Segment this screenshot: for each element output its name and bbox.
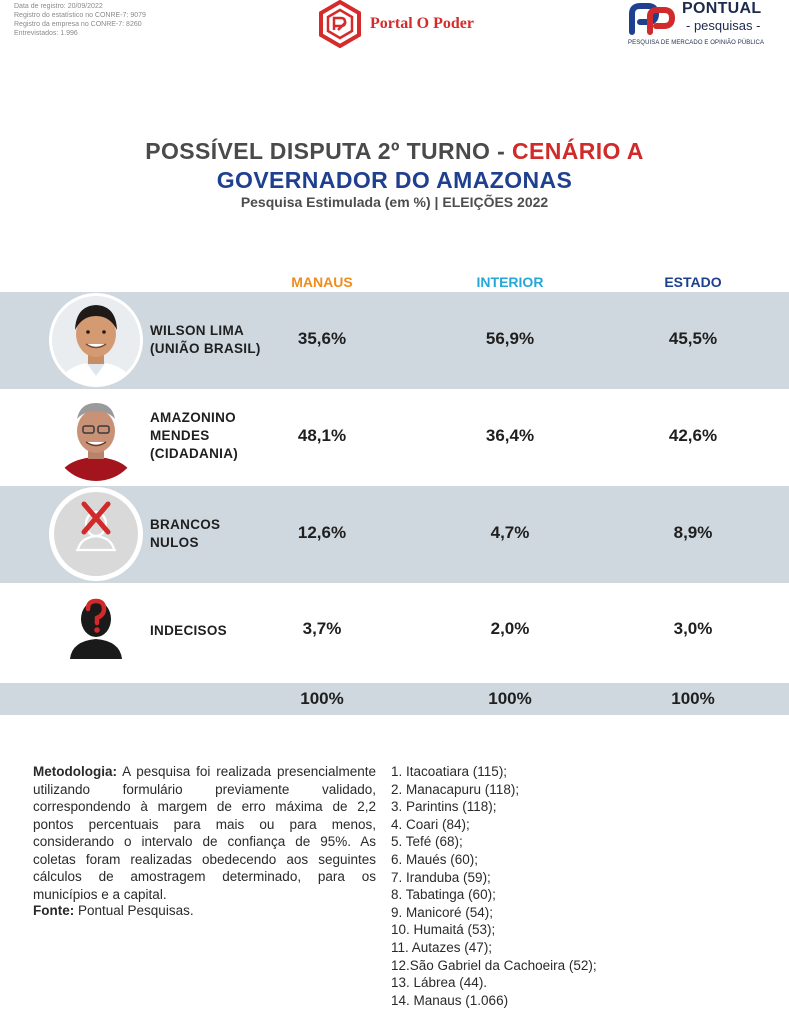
pontual-logo: PONTUAL - pesquisas - PESQUISA DE MERCAD… bbox=[628, 0, 768, 52]
registration-line: Entrevistados: 1.996 bbox=[14, 30, 78, 37]
methodology-text: Metodologia: A pesquisa foi realizada pr… bbox=[33, 763, 376, 903]
list-item: 5. Tefé (68); bbox=[391, 834, 463, 850]
portal-name: Portal O Poder bbox=[370, 15, 474, 32]
candidate-name-line: WILSON LIMA bbox=[150, 323, 245, 338]
page-title: POSSÍVEL DISPUTA 2º TURNO - CENÁRIO A bbox=[0, 138, 789, 165]
list-item: 9. Manicoré (54); bbox=[391, 904, 494, 920]
pontual-mark-icon bbox=[629, 3, 676, 35]
value-estado: 45,5% bbox=[668, 329, 718, 348]
option-name: INDECISOS bbox=[150, 623, 227, 638]
survey-subtitle: Pesquisa Estimulada (em %) | ELEIÇÕES 20… bbox=[240, 194, 549, 210]
list-item: 4. Coari (84); bbox=[391, 816, 470, 832]
totals-row: 100% 100% 100% bbox=[0, 683, 789, 715]
value-interior: 36,4% bbox=[485, 426, 535, 445]
candidate-name: WILSON LIMA (UNIÃO BRASIL) bbox=[150, 322, 261, 358]
table-row: BRANCOS NULOS 12,6% 4,7% 8,9% bbox=[0, 486, 789, 583]
list-item: 2. Manacapuru (118); bbox=[391, 781, 520, 797]
table-row: WILSON LIMA (UNIÃO BRASIL) 35,6% 56,9% 4… bbox=[0, 292, 789, 389]
registration-line: Registro do estatístico no CONRE-7: 9079 bbox=[14, 12, 146, 19]
candidate-party: (UNIÃO BRASIL) bbox=[150, 341, 261, 356]
source-label: Fonte: bbox=[33, 903, 75, 918]
option-name-line: NULOS bbox=[150, 535, 199, 550]
value-manaus: 3,7% bbox=[302, 619, 342, 638]
value-estado: 8,9% bbox=[673, 523, 713, 542]
table-row: INDECISOS 3,7% 2,0% 3,0% bbox=[0, 583, 789, 680]
list-item: 12.São Gabriel da Cachoeira (52); bbox=[391, 957, 597, 973]
title-scenario: CENÁRIO A bbox=[511, 138, 644, 164]
candidate-party: (CIDADANIA) bbox=[150, 446, 239, 461]
pontual-subtitle: - pesquisas - bbox=[686, 18, 761, 33]
title-office: GOVERNADOR DO AMAZONAS bbox=[216, 167, 573, 193]
blank-vote-icon bbox=[49, 487, 143, 581]
candidate-photo bbox=[49, 293, 143, 387]
methodology-body: A pesquisa foi realizada presencialmente… bbox=[33, 764, 376, 902]
candidate-name-line: AMAZONINO bbox=[150, 410, 236, 425]
source-note: Fonte: Pontual Pesquisas. bbox=[33, 903, 194, 918]
column-header-interior: INTERIOR bbox=[476, 274, 544, 290]
list-item: 7. Iranduba (59); bbox=[391, 869, 491, 885]
total-interior: 100% bbox=[488, 689, 532, 708]
portal-hexagon-icon bbox=[319, 0, 361, 48]
total-estado: 100% bbox=[671, 689, 715, 708]
value-estado: 42,6% bbox=[668, 426, 718, 445]
candidate-name-line: MENDES bbox=[150, 428, 210, 443]
candidate-name: AMAZONINO MENDES (CIDADANIA) bbox=[150, 409, 238, 463]
value-interior: 4,7% bbox=[490, 523, 530, 542]
registration-line: Registro da empresa no CONRE-7: 8260 bbox=[14, 21, 142, 28]
list-item: 1. Itacoatiara (115); bbox=[391, 764, 508, 779]
registration-info: Data de registro: 20/09/2022 Registro do… bbox=[14, 2, 146, 38]
portal-o-poder-logo: Portal O Poder bbox=[316, 0, 474, 48]
table-row: AMAZONINO MENDES (CIDADANIA) 48,1% 36,4%… bbox=[0, 389, 789, 486]
option-name: BRANCOS NULOS bbox=[150, 516, 220, 552]
list-item: 10. Humaitá (53); bbox=[391, 922, 496, 938]
column-header-manaus: MANAUS bbox=[291, 274, 353, 290]
list-item: 14. Manaus (1.066) bbox=[391, 992, 509, 1008]
methodology-label: Metodologia: bbox=[33, 764, 117, 779]
list-item: 8. Tabatinga (60); bbox=[391, 887, 496, 903]
value-interior: 2,0% bbox=[490, 619, 530, 638]
pontual-tagline: PESQUISA DE MERCADO E OPINIÃO PÚBLICA bbox=[628, 40, 765, 46]
column-header-estado: ESTADO bbox=[664, 274, 722, 290]
value-estado: 3,0% bbox=[673, 619, 713, 638]
total-manaus: 100% bbox=[300, 689, 344, 708]
value-interior: 56,9% bbox=[485, 329, 535, 348]
value-manaus: 35,6% bbox=[297, 329, 347, 348]
list-item: 13. Lábrea (44). bbox=[391, 975, 488, 991]
value-manaus: 48,1% bbox=[297, 426, 347, 445]
source-text: Pontual Pesquisas. bbox=[74, 903, 194, 918]
option-name-line: BRANCOS bbox=[150, 517, 221, 532]
undecided-icon bbox=[70, 598, 122, 659]
title-prefix: POSSÍVEL DISPUTA 2º TURNO - bbox=[145, 138, 512, 164]
list-item: 6. Maués (60); bbox=[391, 851, 479, 867]
municipality-list: 1. Itacoatiara (115); 2. Manacapuru (118… bbox=[391, 763, 597, 1009]
list-item: 11. Autazes (47); bbox=[391, 939, 493, 955]
pontual-name: PONTUAL bbox=[682, 0, 762, 17]
list-item: 3. Parintins (118); bbox=[391, 799, 497, 815]
value-manaus: 12,6% bbox=[297, 523, 347, 542]
registration-line: Data de registro: 20/09/2022 bbox=[14, 3, 103, 10]
candidate-photo bbox=[52, 393, 140, 481]
